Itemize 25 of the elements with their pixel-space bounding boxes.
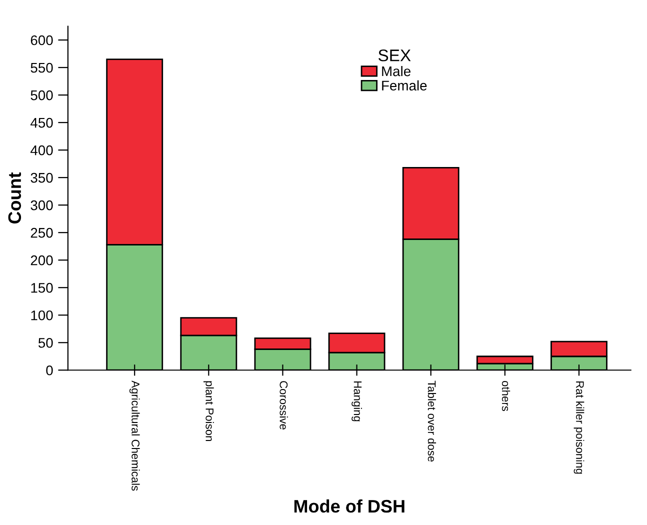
y-tick-label: 150 xyxy=(31,282,53,293)
legend-label: Male xyxy=(382,66,410,76)
y-tick-label: 550 xyxy=(30,62,53,73)
x-tick-label: Hanging xyxy=(352,381,362,422)
x-axis-title: Mode of DSH xyxy=(294,499,404,513)
y-axis-title: Count xyxy=(8,172,22,224)
y-tick-label: 600 xyxy=(30,35,53,46)
x-tick-label: Rat killer poisoning xyxy=(574,381,584,474)
y-tick-label: 100 xyxy=(31,310,53,320)
y-tick-label: 300 xyxy=(30,200,53,210)
y-tick-label: 450 xyxy=(30,118,53,128)
y-tick-label: 0 xyxy=(46,365,53,376)
y-tick-label: 250 xyxy=(30,228,53,238)
x-tick-label: plant Poison xyxy=(203,381,214,441)
y-tick-label: 50 xyxy=(38,338,53,348)
y-tick-label: 200 xyxy=(30,255,53,266)
x-tick-label: Agricultural Chemicals xyxy=(129,380,140,491)
x-tick-label: others xyxy=(502,381,510,412)
y-tick-label: 500 xyxy=(30,90,53,100)
y-tick-label: 350 xyxy=(30,172,53,183)
y-tick-label: 400 xyxy=(30,145,53,156)
x-tick-label: Tablet over dose xyxy=(428,380,436,462)
legend-title: SEX xyxy=(378,50,411,62)
legend-label: Female xyxy=(382,80,427,91)
x-tick-label: Corossive xyxy=(280,381,288,430)
